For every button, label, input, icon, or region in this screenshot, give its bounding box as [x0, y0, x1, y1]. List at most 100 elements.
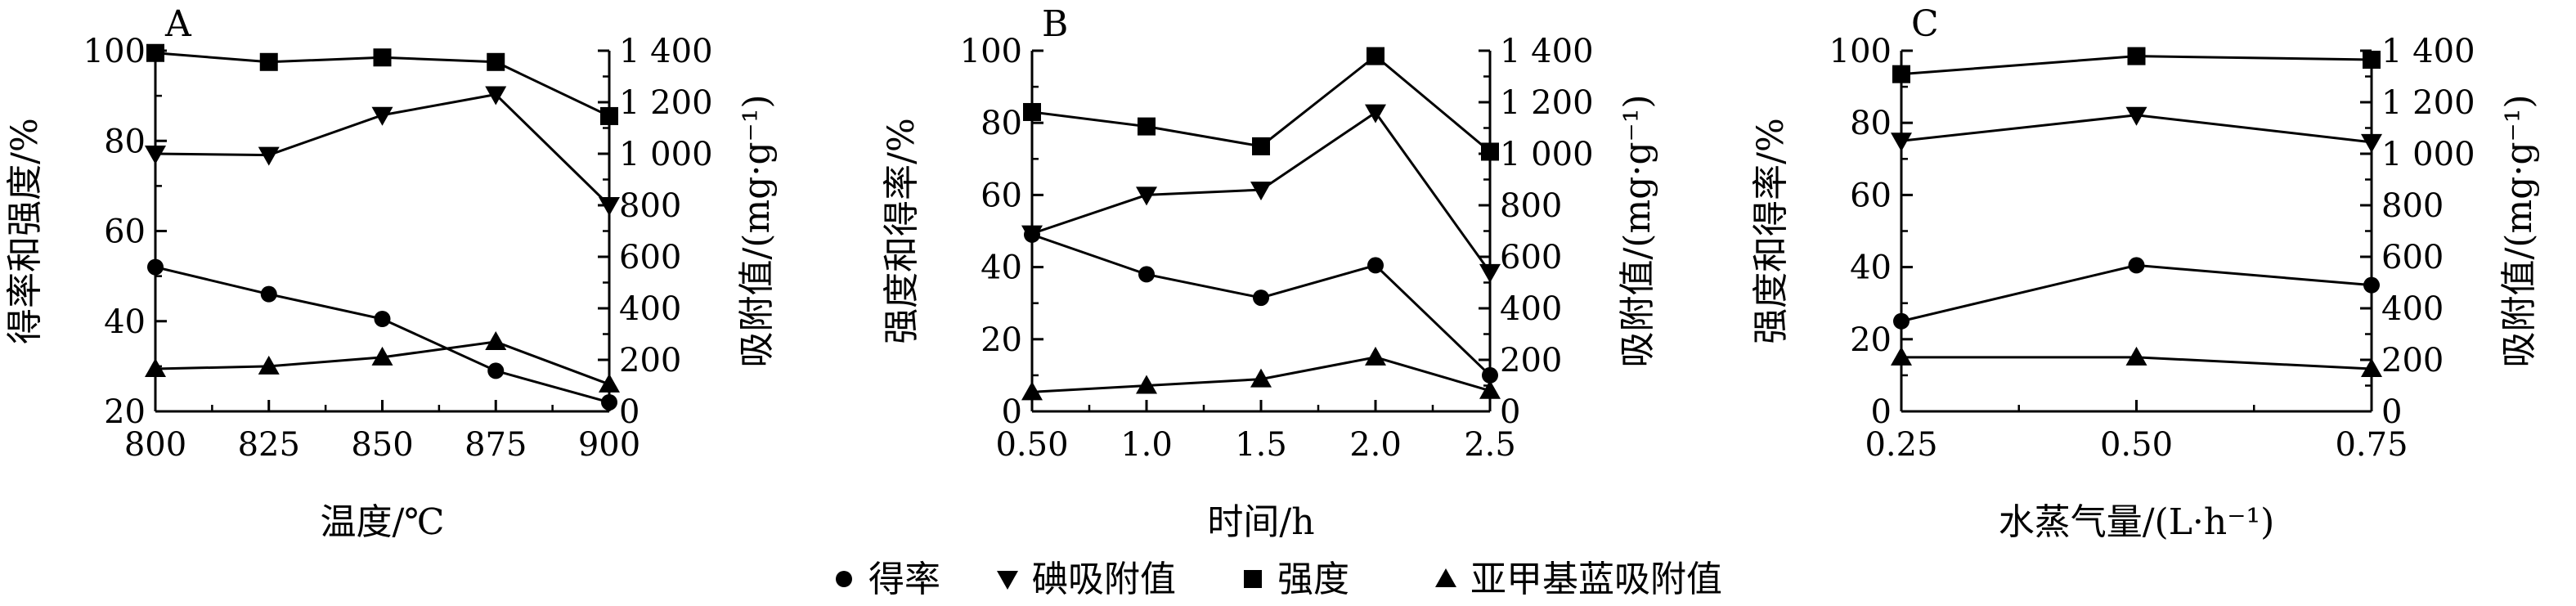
- series-2: [146, 43, 618, 125]
- y2-axis-title: 吸附值/(mg·g⁻¹): [1617, 94, 1658, 367]
- series-3: [1021, 346, 1501, 401]
- data-point: [1252, 137, 1270, 155]
- legend-marker: [1244, 570, 1262, 588]
- x-axis-title: 时间/h: [1207, 501, 1314, 543]
- y-axis-title: 强度和得率/%: [1750, 118, 1792, 344]
- y2-axis-title: 吸附值/(mg·g⁻¹): [2498, 94, 2540, 367]
- data-point: [371, 106, 393, 126]
- left-tick-label: 40: [1850, 249, 1892, 287]
- right-tick-label: 800: [1500, 187, 1562, 225]
- right-tick-label: 400: [2381, 290, 2444, 328]
- x-tick-label: 850: [351, 426, 413, 464]
- data-point: [1365, 346, 1386, 366]
- data-point: [1891, 132, 1912, 152]
- left-tick-label: 100: [960, 33, 1022, 70]
- right-tick-label: 0: [2381, 393, 2402, 431]
- right-tick-label: 400: [619, 290, 681, 328]
- right-tick-label: 800: [2381, 187, 2444, 225]
- data-point: [1250, 368, 1272, 388]
- data-point: [1365, 104, 1386, 123]
- data-point: [1482, 366, 1498, 384]
- x-tick-label: 900: [578, 426, 640, 464]
- x-tick-label: 1.5: [1235, 426, 1287, 464]
- data-point: [371, 346, 393, 366]
- right-tick-label: 200: [1500, 342, 1562, 379]
- data-point: [2363, 276, 2380, 294]
- data-point: [147, 258, 164, 276]
- data-point: [600, 106, 618, 125]
- legend-label: 碘吸附值: [1032, 559, 1176, 600]
- data-point: [146, 43, 164, 62]
- data-point: [2361, 358, 2382, 378]
- legend: 得率 碘吸附值 强度 亚甲基蓝吸附值: [836, 559, 1722, 600]
- legend-marker: [836, 571, 852, 587]
- series-0: [1024, 226, 1498, 384]
- left-tick-label: 20: [981, 321, 1022, 359]
- data-point: [145, 358, 166, 378]
- series-line: [1901, 263, 2372, 323]
- right-tick-label: 1 400: [619, 33, 713, 70]
- data-point: [485, 86, 507, 105]
- data-point: [258, 146, 280, 166]
- y2-axis-title: 吸附值/(mg·g⁻¹): [736, 94, 778, 367]
- data-point: [259, 52, 278, 71]
- legend-item: 得率: [836, 559, 940, 600]
- right-tick-label: 1 000: [1500, 136, 1594, 173]
- data-point: [2125, 346, 2147, 366]
- data-point: [1250, 182, 1272, 201]
- right-tick-label: 0: [1500, 393, 1520, 431]
- left-tick-label: 60: [1850, 177, 1892, 214]
- panel-letter: B: [1042, 3, 1068, 45]
- legend-marker: [997, 571, 1018, 590]
- series-line: [155, 266, 610, 404]
- x-tick-label: 0.75: [2335, 426, 2408, 464]
- data-point: [1479, 379, 1501, 399]
- data-point: [373, 48, 392, 67]
- right-tick-label: 1 000: [619, 136, 713, 173]
- legend-item: 强度: [1244, 559, 1349, 600]
- left-tick-label: 40: [981, 249, 1022, 287]
- legend-label: 得率: [868, 559, 940, 600]
- x-tick-label: 0.50: [2100, 426, 2173, 464]
- series-0: [1893, 257, 2380, 330]
- left-tick-label: 0: [1871, 393, 1892, 431]
- series-2: [1892, 47, 2381, 83]
- data-point: [2125, 106, 2147, 126]
- data-point: [145, 146, 166, 164]
- right-tick-label: 1 200: [619, 84, 713, 122]
- x-tick-label: 1.0: [1120, 426, 1173, 464]
- y-axis-title: 得率和强度/%: [4, 118, 46, 344]
- data-point: [485, 330, 507, 350]
- left-tick-label: 60: [104, 213, 146, 251]
- data-point: [599, 373, 620, 393]
- left-tick-label: 0: [1002, 393, 1022, 431]
- right-tick-label: 600: [619, 239, 681, 276]
- data-point: [1021, 381, 1043, 401]
- data-point: [374, 310, 391, 327]
- data-point: [601, 393, 617, 411]
- data-point: [599, 197, 620, 216]
- series-3: [1891, 346, 2382, 378]
- left-tick-label: 80: [104, 123, 146, 160]
- data-point: [1136, 186, 1157, 206]
- right-tick-label: 600: [2381, 239, 2444, 276]
- data-point: [1136, 375, 1157, 394]
- x-axis-title: 水蒸气量/(L·h⁻¹): [1999, 501, 2275, 543]
- legend-item: 碘吸附值: [997, 559, 1176, 600]
- data-point: [260, 285, 277, 303]
- right-tick-label: 200: [2381, 342, 2444, 379]
- right-tick-label: 1 200: [2381, 84, 2475, 122]
- data-point: [487, 362, 505, 379]
- data-point: [487, 52, 505, 71]
- series-0: [147, 258, 617, 411]
- data-point: [1481, 142, 1499, 161]
- series-3: [145, 330, 620, 393]
- data-point: [1893, 312, 1910, 330]
- data-point: [1479, 263, 1501, 283]
- series-1: [1891, 106, 2382, 153]
- data-point: [1367, 47, 1384, 65]
- right-tick-label: 1 200: [1500, 84, 1594, 122]
- x-tick-label: 0.50: [995, 426, 1068, 464]
- left-tick-label: 80: [981, 105, 1022, 142]
- series-2: [1023, 47, 1499, 161]
